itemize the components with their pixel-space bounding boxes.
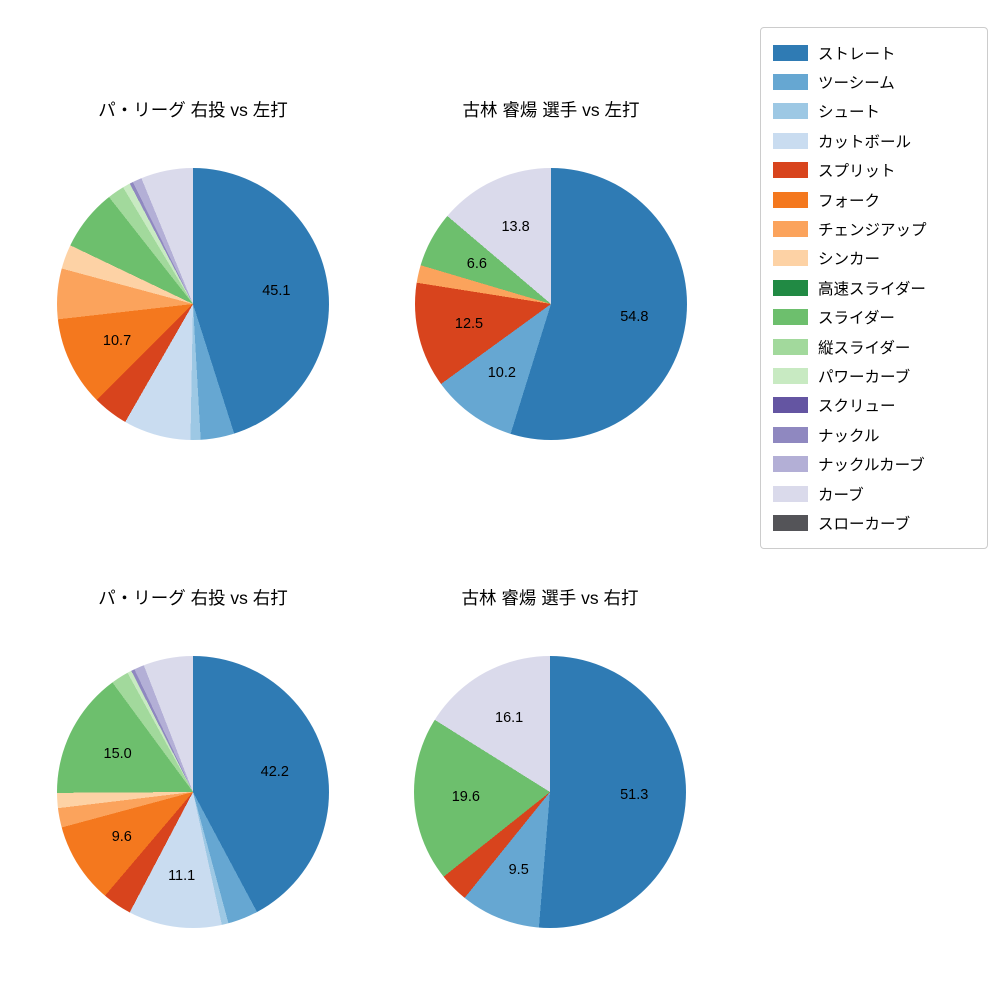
legend-item: パワーカーブ [773,361,981,390]
pie-value-label: 42.2 [260,763,289,780]
pie-value-label: 15.0 [103,746,132,763]
pie-value-label: 51.3 [620,787,649,804]
legend-label: シュート [818,104,881,122]
pie-value-label: 9.5 [508,862,529,879]
legend-swatch [773,485,808,502]
legend-label: 縦スライダー [818,339,911,357]
legend-label: ツーシーム [818,75,895,93]
legend-swatch [773,132,808,149]
legend-label: チェンジアップ [818,222,927,240]
legend-label: 高速スライダー [818,280,926,298]
legend-swatch [773,44,808,61]
legend-swatch [773,74,808,91]
legend-item: フォーク [773,185,981,214]
chart-top-right: 古林 睿煬 選手 vs 左打 54.8 10.2 12.5 6.6 13.8 [415,98,687,440]
legend-item: ナックルカーブ [773,449,981,478]
legend-label: ナックルカーブ [818,457,925,475]
pie-value-label: 16.1 [495,710,524,727]
legend-label: カットボール [818,133,912,151]
legend-swatch [773,426,808,443]
legend-item: チェンジアップ [773,214,981,243]
pie-value-label: 19.6 [451,788,480,805]
chart-title: パ・リーグ 右投 vs 左打 [98,100,288,120]
pie-chart: 51.3 9.5 19.6 16.1 [414,656,686,928]
legend-item: スローカーブ [773,508,981,537]
legend-list: ストレートツーシームシュートカットボール スプリットフォークチェンジアップ シンカー… [773,38,981,538]
legend-label: パワーカーブ [818,368,911,386]
pie-chart: 54.8 10.2 12.5 6.6 13.8 [415,168,687,440]
pie-value-label: 45.1 [262,283,291,300]
legend-label: スライダー [818,310,895,328]
pie-value-label: 13.8 [501,219,530,236]
pie-value-label: 10.7 [102,332,132,349]
chart-top-left: パ・リーグ 右投 vs 左打 45.1 10.7 [57,98,329,440]
legend-swatch [773,338,808,355]
legend-swatch [773,221,808,238]
legend-item: シンカー [773,244,981,273]
legend-swatch [773,367,808,384]
legend-swatch [773,162,808,179]
legend-item: シュート [773,97,981,126]
legend-item: カットボール [773,126,981,155]
legend-label: シンカー [818,251,881,269]
legend-swatch [773,279,808,296]
legend-swatch [773,250,808,267]
chart-title: 古林 睿煬 選手 vs 左打 [462,100,640,120]
legend-label: スクリュー [818,398,896,416]
legend-item: スライダー [773,303,981,332]
legend-swatch [773,191,808,208]
legend-label: ストレート [818,45,896,63]
legend-label: スプリット [818,163,896,181]
legend-label: カーブ [818,486,864,504]
legend-swatch [773,456,808,473]
legend-item: カーブ [773,479,981,508]
chart-title: パ・リーグ 右投 vs 右打 [98,588,288,608]
pie-value-label: 10.2 [487,364,516,381]
legend-item: スクリュー [773,391,981,420]
legend-item: ツーシーム [773,67,981,96]
legend-swatch [773,309,808,326]
legend-item: ナックル [773,420,981,449]
legend-swatch [773,397,808,414]
chart-title: 古林 睿煬 選手 vs 右打 [461,588,639,608]
legend-swatch [773,514,808,531]
pie-value-label: 12.5 [454,315,484,332]
legend-item: スプリット [773,156,981,185]
chart-bottom-left: パ・リーグ 右投 vs 右打 42.2 11.1 9.6 15.0 [57,586,329,928]
pie-value-label: 54.8 [620,308,649,325]
pie-chart: 42.2 11.1 9.6 15.0 [57,656,329,928]
legend-item: 高速スライダー [773,273,981,302]
legend: ストレートツーシームシュートカットボール スプリットフォークチェンジアップ シンカー… [760,27,988,549]
legend-item: ストレート [773,38,981,67]
legend-label: スローカーブ [818,515,911,533]
pie-chart: 45.1 10.7 [57,168,329,440]
legend-label: フォーク [818,192,881,210]
legend-item: 縦スライダー [773,332,981,361]
pie-value-label: 11.1 [168,867,196,884]
pie-value-label: 9.6 [111,829,132,846]
pie-value-label: 6.6 [466,255,487,272]
chart-bottom-right: 古林 睿煬 選手 vs 右打 51.3 9.5 19.6 16.1 [414,586,686,928]
legend-swatch [773,103,808,120]
legend-label: ナックル [818,427,880,445]
